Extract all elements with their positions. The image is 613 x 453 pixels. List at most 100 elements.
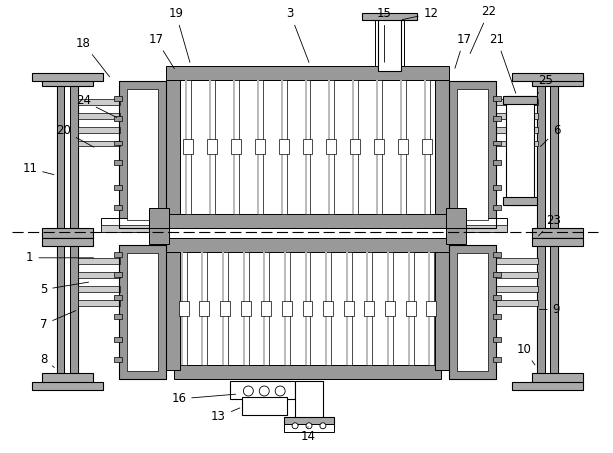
Bar xyxy=(496,127,538,133)
Bar xyxy=(428,252,430,365)
Bar xyxy=(114,357,122,362)
Bar xyxy=(70,242,78,379)
Bar xyxy=(114,185,122,190)
Text: 17: 17 xyxy=(148,33,174,68)
Bar xyxy=(56,81,78,230)
Bar xyxy=(78,286,120,292)
Bar xyxy=(449,218,507,232)
Bar xyxy=(281,80,286,214)
Bar xyxy=(512,73,584,81)
Bar xyxy=(424,80,430,214)
Circle shape xyxy=(292,423,298,429)
Text: 10: 10 xyxy=(516,343,535,365)
Bar xyxy=(364,300,375,317)
Bar xyxy=(496,113,538,119)
Bar xyxy=(496,299,538,305)
Bar xyxy=(263,252,269,365)
Bar xyxy=(32,382,103,390)
Bar xyxy=(174,365,441,379)
Bar xyxy=(78,127,120,133)
Bar xyxy=(493,294,501,299)
Bar xyxy=(305,80,306,214)
Bar xyxy=(114,294,122,299)
Bar xyxy=(503,197,536,205)
Bar xyxy=(257,80,259,214)
Bar xyxy=(278,139,289,154)
Bar xyxy=(166,252,180,370)
Text: 7: 7 xyxy=(40,311,76,331)
Text: 16: 16 xyxy=(171,392,235,405)
Bar xyxy=(199,300,210,317)
Bar xyxy=(406,300,416,317)
Bar xyxy=(179,300,189,317)
Bar xyxy=(385,300,395,317)
Circle shape xyxy=(243,386,253,396)
Bar xyxy=(185,80,187,214)
Bar xyxy=(506,96,533,205)
Bar xyxy=(261,300,271,317)
Bar xyxy=(493,337,501,342)
Bar xyxy=(181,252,187,365)
Bar xyxy=(550,242,558,379)
Bar xyxy=(114,205,122,210)
Bar xyxy=(446,208,466,230)
Circle shape xyxy=(275,386,285,396)
Bar xyxy=(493,116,501,120)
Text: 5: 5 xyxy=(40,282,89,296)
Bar xyxy=(408,252,409,365)
Bar xyxy=(493,140,501,145)
Bar xyxy=(426,300,436,317)
Bar xyxy=(114,160,122,165)
Bar xyxy=(78,258,120,264)
Bar xyxy=(282,300,292,317)
Bar xyxy=(325,252,327,365)
Bar xyxy=(166,238,449,252)
Bar xyxy=(493,272,501,277)
Bar xyxy=(503,96,536,104)
Bar xyxy=(281,80,283,214)
Text: 25: 25 xyxy=(538,74,553,93)
Bar xyxy=(493,252,501,257)
Bar xyxy=(303,300,313,317)
Bar xyxy=(531,373,584,383)
Bar xyxy=(327,139,337,154)
Bar xyxy=(56,242,78,379)
Bar xyxy=(119,245,166,379)
Bar xyxy=(344,300,354,317)
Bar xyxy=(127,253,158,371)
Bar xyxy=(493,96,501,101)
Bar xyxy=(263,252,265,365)
Bar xyxy=(78,99,120,105)
Bar xyxy=(222,252,224,365)
Bar xyxy=(243,252,249,365)
Bar xyxy=(208,80,215,214)
Text: 19: 19 xyxy=(169,7,190,63)
Bar xyxy=(233,80,235,214)
Bar xyxy=(202,252,207,365)
Text: 17: 17 xyxy=(455,33,471,68)
Circle shape xyxy=(306,423,312,429)
Bar xyxy=(536,242,558,379)
Bar xyxy=(149,208,169,230)
Bar xyxy=(101,218,166,232)
Bar xyxy=(257,80,262,214)
Bar xyxy=(351,139,360,154)
Bar xyxy=(449,245,496,379)
Bar xyxy=(387,252,389,365)
Bar xyxy=(400,80,402,214)
Text: 8: 8 xyxy=(40,353,55,367)
Bar xyxy=(493,185,501,190)
Text: 14: 14 xyxy=(300,427,316,443)
Bar xyxy=(114,314,122,319)
Bar xyxy=(329,80,330,214)
Bar xyxy=(101,225,166,232)
Bar xyxy=(183,139,192,154)
Bar xyxy=(531,76,584,86)
Bar xyxy=(119,245,166,379)
Bar xyxy=(493,314,501,319)
Circle shape xyxy=(320,423,326,429)
Bar xyxy=(56,81,64,230)
Bar xyxy=(449,81,496,228)
Bar xyxy=(166,214,449,228)
Text: 21: 21 xyxy=(489,33,516,93)
